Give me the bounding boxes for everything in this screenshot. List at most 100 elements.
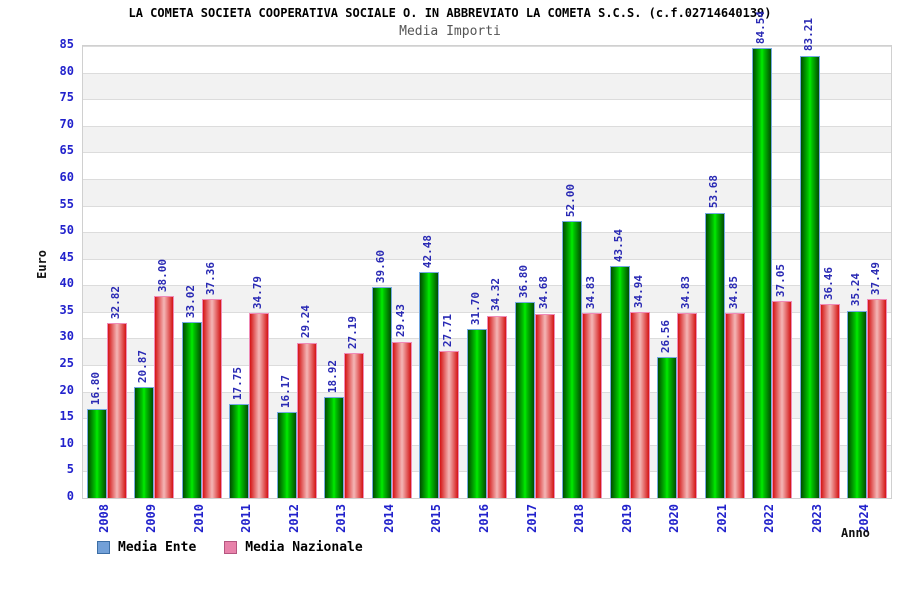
bar-media-nazionale-2009	[154, 295, 175, 498]
bar-media-ente-2019	[609, 266, 630, 498]
y-tick-label: 20	[59, 382, 74, 397]
bar-media-nazionale-2017	[534, 313, 555, 498]
bar-media-nazionale-2011	[249, 313, 270, 498]
y-tick-label: 80	[59, 63, 74, 78]
bar-media-ente-2021	[704, 212, 725, 498]
gridline	[83, 46, 891, 47]
y-tick-label: 45	[59, 249, 74, 264]
bar-media-ente-2020	[657, 356, 678, 498]
bar-media-nazionale-2013	[344, 353, 365, 498]
x-tick-label-2017: 2017	[524, 504, 539, 533]
bar-media-nazionale-2010	[201, 299, 222, 498]
bar-media-nazionale-2014	[391, 341, 412, 498]
bar-value-label: 17.75	[231, 366, 245, 400]
bar-media-nazionale-2022	[772, 300, 793, 498]
x-tick-label-2018: 2018	[572, 504, 587, 533]
gridline	[83, 285, 891, 287]
bar-value-label: 29.43	[393, 304, 407, 338]
y-tick-label: 40	[59, 276, 74, 291]
x-tick-label-2013: 2013	[334, 504, 349, 533]
y-tick-label: 75	[59, 90, 74, 105]
y-tick-label: 30	[59, 329, 74, 344]
bar-media-nazionale-2019	[629, 312, 650, 498]
legend-item-media-nazionale: Media Nazionale	[224, 540, 363, 555]
x-tick-label-2015: 2015	[429, 504, 444, 533]
media-nazionale-swatch-icon	[224, 541, 238, 554]
bar-media-ente-2008	[86, 408, 107, 498]
gridline	[83, 232, 891, 234]
bar-media-ente-2016	[467, 329, 487, 498]
x-tick-label-2012: 2012	[286, 504, 301, 533]
y-tick-label: 15	[59, 409, 74, 424]
x-tick-label-2014: 2014	[381, 504, 396, 533]
bar-value-label: 43.54	[611, 229, 625, 263]
legend-item-media-ente: Media Ente	[97, 540, 196, 555]
bar-media-nazionale-2008	[106, 323, 127, 498]
x-tick-label-2009: 2009	[144, 504, 159, 533]
bar-value-label: 27.71	[441, 313, 455, 347]
bar-value-label: 34.68	[536, 276, 550, 310]
bar-value-label: 37.49	[869, 261, 883, 295]
x-tick-label-2022: 2022	[762, 504, 777, 533]
bar-value-label: 42.48	[421, 234, 435, 269]
x-tick-label-2021: 2021	[714, 504, 729, 533]
bar-value-label: 27.19	[346, 316, 360, 350]
bar-value-label: 18.92	[326, 360, 340, 394]
bar-value-label: 34.85	[726, 275, 740, 309]
bar-value-label: 34.79	[251, 275, 265, 309]
bar-media-nazionale-2018	[582, 312, 603, 498]
y-tick-label: 50	[59, 223, 74, 238]
y-tick-label: 85	[59, 37, 74, 51]
chart-title: LA COMETA SOCIETA COOPERATIVA SOCIALE O.…	[128, 6, 772, 20]
bar-media-ente-2018	[562, 221, 583, 498]
gridline	[83, 152, 891, 154]
bar-media-nazionale-2021	[724, 312, 745, 498]
gridline	[83, 99, 891, 101]
bar-value-label: 20.87	[136, 349, 150, 384]
bar-value-label: 33.02	[183, 285, 197, 319]
legend: Media Ente Media Nazionale	[97, 540, 363, 555]
x-tick-label-2016: 2016	[477, 504, 491, 533]
bar-value-label: 36.80	[516, 265, 530, 299]
bar-media-ente-2023	[799, 55, 820, 498]
bar-media-ente-2011	[229, 403, 250, 498]
bar-value-label: 38.00	[156, 258, 170, 292]
bar-media-nazionale-2012	[296, 342, 317, 498]
legend-label: Media Nazionale	[245, 540, 363, 555]
gridline	[83, 178, 891, 180]
y-tick-label: 60	[59, 169, 74, 184]
bar-value-label: 39.60	[373, 250, 387, 284]
y-tick-label: 35	[59, 302, 74, 317]
bar-media-ente-2022	[752, 48, 773, 498]
bar-media-ente-2024	[847, 310, 868, 498]
bar-value-label: 34.83	[679, 275, 693, 309]
gridline	[83, 311, 891, 313]
bar-media-nazionale-2015	[439, 350, 460, 498]
bar-media-ente-2012	[276, 412, 297, 498]
x-axis-title: Anno	[841, 526, 870, 540]
chart-subtitle: Media Importi	[399, 24, 501, 39]
gridline	[83, 72, 891, 74]
x-tick-label-2020: 2020	[667, 504, 682, 533]
y-tick-label: 5	[66, 462, 74, 477]
x-tick-label-2008: 2008	[96, 504, 111, 533]
y-tick-label: 70	[59, 116, 74, 131]
bar-value-label: 52.00	[564, 184, 578, 218]
bar-media-ente-2017	[514, 302, 535, 498]
bar-value-label: 37.05	[774, 263, 788, 297]
gridline	[83, 205, 891, 207]
bar-value-label: 16.17	[278, 374, 292, 409]
y-tick-label: 10	[59, 435, 74, 450]
y-tick-label: 25	[59, 356, 74, 371]
bar-media-ente-2009	[134, 387, 155, 498]
x-tick-label-2010: 2010	[191, 504, 206, 533]
bar-value-label: 16.80	[88, 371, 102, 405]
bar-value-label: 34.32	[489, 278, 502, 312]
bar-value-label: 29.24	[298, 305, 312, 339]
bar-media-nazionale-2020	[677, 312, 698, 498]
y-tick-label: 0	[66, 489, 74, 503]
bar-value-label: 84.54	[754, 11, 768, 45]
plot-area: 16.80 32.82 20.87 38.00 33.02 37.36 17.75 34.79…	[82, 11, 892, 499]
bar-value-label: 31.70	[469, 292, 482, 326]
